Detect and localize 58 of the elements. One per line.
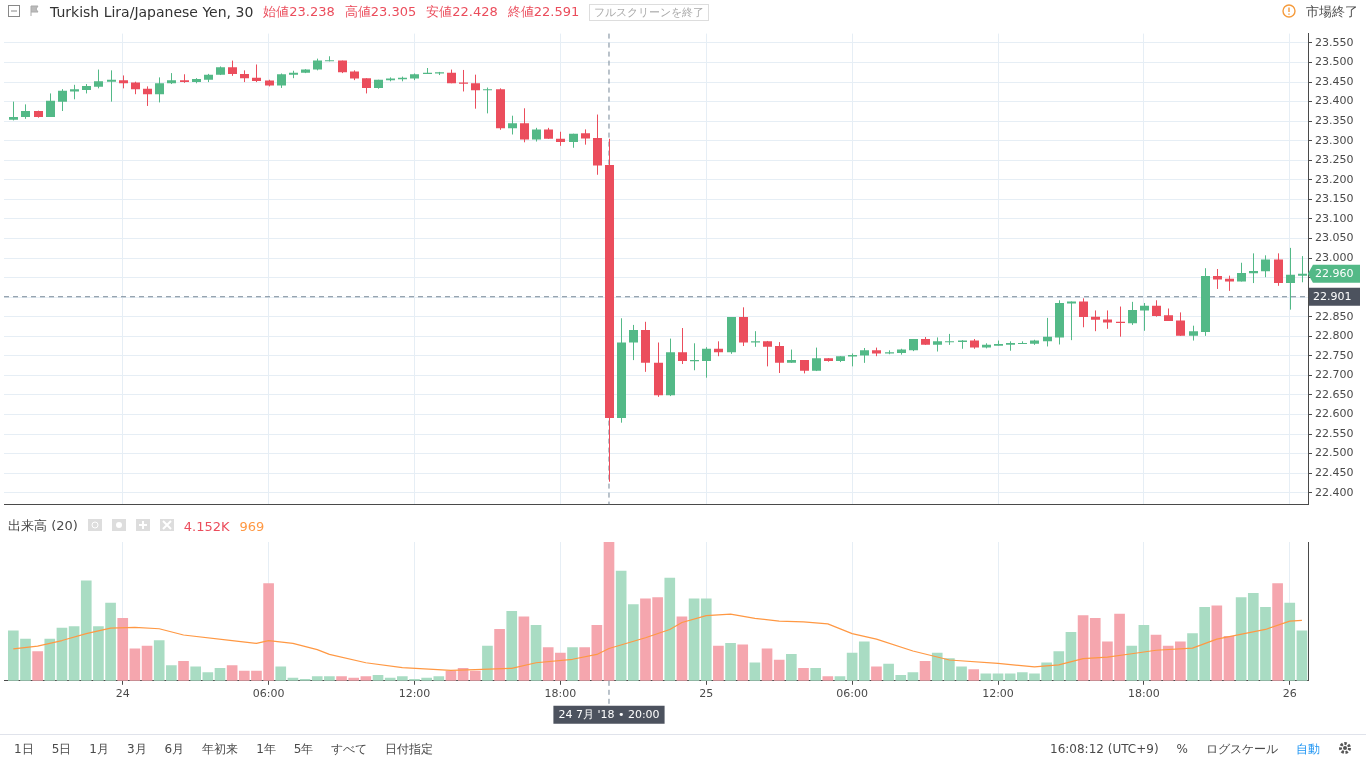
text: % bbox=[1176, 742, 1188, 756]
y-tick-label: 22.500 bbox=[1315, 446, 1354, 460]
y-tick-label: 22.850 bbox=[1315, 309, 1354, 323]
y-tick-label: 23.150 bbox=[1315, 192, 1354, 206]
x-tick-label: 18:00 bbox=[1128, 687, 1160, 701]
text: 3月 bbox=[126, 740, 147, 758]
x-tick-label: 12:00 bbox=[398, 687, 431, 701]
y-tick-label: 23.500 bbox=[1315, 55, 1354, 69]
text: 1日 bbox=[14, 740, 34, 758]
y-tick-label: 23.300 bbox=[1315, 133, 1354, 147]
y-tick-label: 22.650 bbox=[1315, 387, 1354, 401]
chart-title: 出来高 (20) bbox=[8, 517, 78, 535]
text: 5日 bbox=[51, 740, 72, 758]
text: 安値22.428 bbox=[426, 3, 498, 21]
y-tick-label: 22.750 bbox=[1315, 348, 1354, 362]
text: 終値22.591 bbox=[507, 3, 580, 21]
y-tick-label: 22.400 bbox=[1315, 485, 1354, 499]
text: すべて bbox=[331, 740, 368, 758]
text: 自動 bbox=[1296, 740, 1320, 758]
y-tick-label: 23.350 bbox=[1315, 114, 1354, 128]
y-tick-label: 23.050 bbox=[1315, 231, 1354, 245]
y-tick-label: 23.550 bbox=[1315, 35, 1354, 49]
y-tick-label: 22.450 bbox=[1315, 465, 1354, 479]
text: 16:08:12 (UTC+9) bbox=[1050, 742, 1159, 756]
ref-line-label: 24 7月 '18 • 20:00 bbox=[558, 707, 660, 721]
text: 6月 bbox=[164, 740, 185, 758]
text: 始値23.238 bbox=[263, 3, 335, 21]
y-tick-label: 22.800 bbox=[1315, 329, 1354, 343]
y-tick-label: 23.250 bbox=[1315, 153, 1354, 167]
y-tick-label: 23.400 bbox=[1315, 94, 1354, 108]
x-tick-label: 18:00 bbox=[544, 687, 577, 701]
x-tick-label: 26 bbox=[1282, 687, 1297, 701]
text: 1月 bbox=[89, 740, 109, 758]
x-tick-label: 24 bbox=[115, 687, 130, 701]
text: 4.152K bbox=[183, 518, 230, 534]
y-tick-label: 23.000 bbox=[1315, 250, 1354, 264]
text: 969 bbox=[239, 518, 265, 534]
y-tick-label: 22.600 bbox=[1315, 407, 1354, 421]
text: フルスクリーンを終了 bbox=[589, 3, 710, 21]
text: 日付指定 bbox=[385, 740, 434, 758]
chart-title: Turkish Lira/Japanese Yen, 30 bbox=[50, 4, 254, 20]
x-tick-label: 06:00 bbox=[836, 687, 868, 701]
y-tick-label: 23.100 bbox=[1315, 211, 1354, 225]
text: ログスケール bbox=[1206, 740, 1278, 758]
annotation: 22.960 bbox=[1314, 266, 1354, 280]
x-tick-label: 06:00 bbox=[252, 687, 285, 701]
text: 1年 bbox=[256, 740, 276, 758]
y-tick-label: 23.450 bbox=[1315, 74, 1354, 88]
text: 市場終了 bbox=[1306, 3, 1358, 21]
y-tick-label: 22.550 bbox=[1315, 426, 1354, 440]
x-tick-label: 25 bbox=[699, 687, 714, 701]
y-tick-label: 22.700 bbox=[1315, 368, 1354, 382]
x-tick-label: 12:00 bbox=[982, 687, 1014, 701]
text: 年初来 bbox=[202, 740, 239, 758]
ref-line-label: 22.901 bbox=[1313, 289, 1352, 303]
text: 5年 bbox=[293, 740, 314, 758]
y-tick-label: 23.200 bbox=[1315, 172, 1354, 186]
text: 高値23.305 bbox=[344, 3, 417, 21]
